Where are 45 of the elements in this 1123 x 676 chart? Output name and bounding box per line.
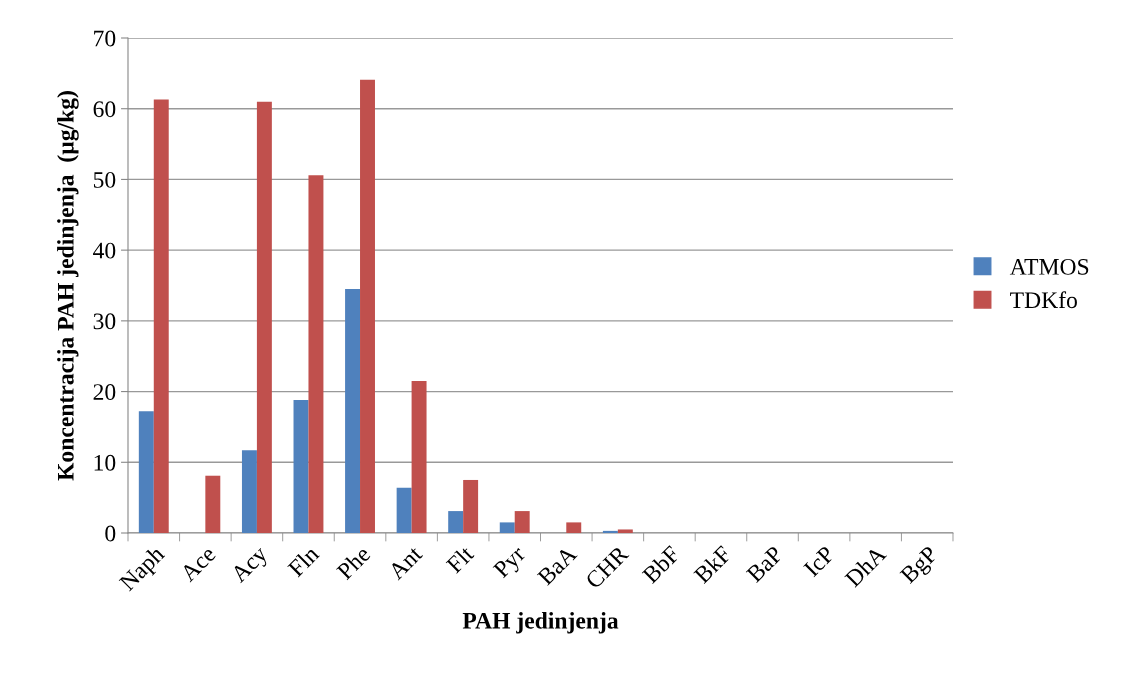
bar	[448, 511, 464, 533]
legend-label: TDKfo	[1010, 291, 1077, 309]
x-tick-label: DhA	[843, 544, 888, 588]
x-tick-label: BaP	[745, 545, 784, 584]
y-tick-label: 40	[93, 242, 116, 259]
x-axis-title: PAH jedinjenja	[462, 612, 619, 634]
x-tick-label: Pyr	[492, 544, 530, 582]
bar	[499, 522, 515, 533]
x-tick-label: CHR	[584, 544, 630, 590]
x-tick-label: IcP	[803, 545, 836, 578]
y-tick-label: 50	[93, 171, 116, 188]
y-tick-label: 70	[94, 30, 116, 47]
x-tick-label: BaA	[536, 544, 578, 586]
bar	[411, 380, 427, 533]
x-tick-label: Fln	[286, 544, 320, 578]
bar	[396, 487, 412, 533]
bar	[308, 175, 324, 533]
bar	[617, 529, 633, 533]
bar	[514, 511, 530, 533]
y-tick-label: 10	[94, 454, 116, 471]
x-tick-label: BgP	[899, 545, 942, 588]
y-tick-label: 30	[93, 313, 116, 330]
bar	[241, 450, 257, 533]
x-tick-label: BbF	[641, 544, 681, 585]
bar	[463, 479, 479, 533]
bar	[566, 522, 582, 533]
x-tick-label: BkF	[692, 544, 732, 585]
bar	[153, 99, 169, 533]
x-tick-label: Ace	[179, 545, 217, 583]
x-tick-label: Ant	[387, 544, 424, 581]
y-tick-label: 60	[93, 101, 116, 118]
bar	[205, 475, 221, 533]
bar	[360, 79, 375, 533]
bar	[293, 400, 309, 533]
x-tick-label: Acy	[229, 544, 272, 587]
x-tick-label: Flt	[445, 544, 475, 574]
bar	[602, 530, 618, 533]
bar	[256, 101, 272, 533]
y-tick-label: 0	[105, 525, 116, 542]
y-axis-title: Koncentracija PAH jedinjenja (µg/kg)	[57, 91, 79, 481]
bar	[345, 289, 361, 533]
bar	[138, 411, 154, 533]
legend-label: ATMOS	[1009, 258, 1089, 275]
x-tick-label: Phe	[335, 544, 372, 581]
y-tick-label: 20	[93, 384, 116, 400]
